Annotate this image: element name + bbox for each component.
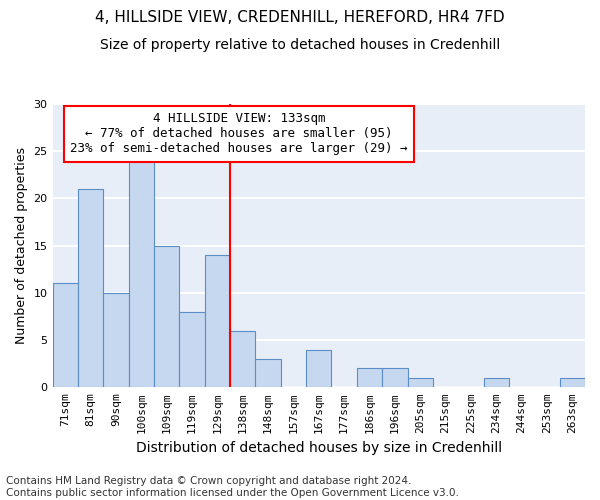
Bar — [407, 378, 433, 388]
Bar — [103, 293, 128, 388]
Bar — [306, 350, 331, 388]
Bar — [128, 160, 154, 388]
Bar — [357, 368, 382, 388]
Bar — [230, 330, 256, 388]
Bar — [154, 246, 179, 388]
Bar — [382, 368, 407, 388]
Bar — [256, 359, 281, 388]
Text: 4, HILLSIDE VIEW, CREDENHILL, HEREFORD, HR4 7FD: 4, HILLSIDE VIEW, CREDENHILL, HEREFORD, … — [95, 10, 505, 25]
Bar — [78, 189, 103, 388]
Bar — [205, 255, 230, 388]
Bar — [484, 378, 509, 388]
Y-axis label: Number of detached properties: Number of detached properties — [15, 147, 28, 344]
Bar — [179, 312, 205, 388]
X-axis label: Distribution of detached houses by size in Credenhill: Distribution of detached houses by size … — [136, 441, 502, 455]
Bar — [560, 378, 585, 388]
Text: Size of property relative to detached houses in Credenhill: Size of property relative to detached ho… — [100, 38, 500, 52]
Bar — [53, 284, 78, 388]
Text: 4 HILLSIDE VIEW: 133sqm
← 77% of detached houses are smaller (95)
23% of semi-de: 4 HILLSIDE VIEW: 133sqm ← 77% of detache… — [70, 112, 407, 156]
Text: Contains HM Land Registry data © Crown copyright and database right 2024.
Contai: Contains HM Land Registry data © Crown c… — [6, 476, 459, 498]
